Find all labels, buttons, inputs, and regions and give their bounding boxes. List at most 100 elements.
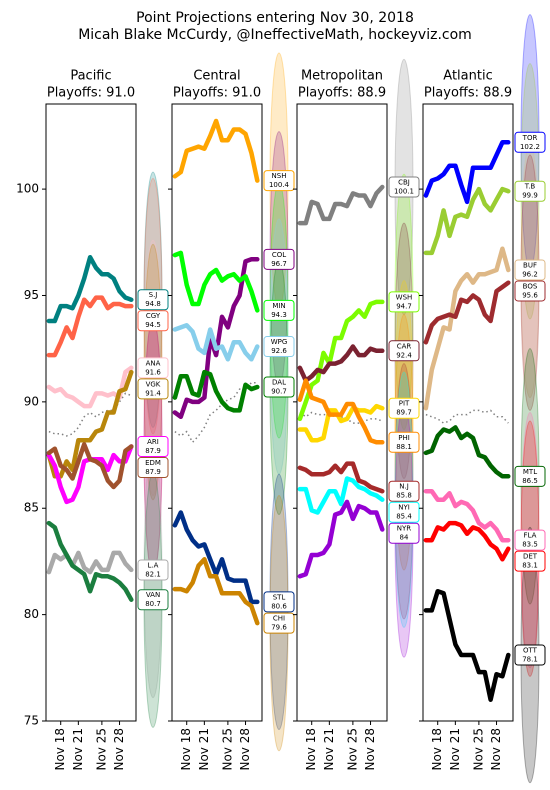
team-name: BUF — [523, 261, 537, 269]
team-name: BOS — [523, 282, 538, 290]
series-line — [297, 461, 385, 494]
series-line — [46, 369, 134, 479]
chart-title: Point Projections entering Nov 30, 2018 — [136, 10, 414, 26]
team-projection: 80.7 — [145, 600, 161, 608]
panel-title: Central — [193, 69, 240, 84]
team-projection: 83.5 — [522, 541, 538, 549]
team-name: DET — [523, 553, 538, 561]
x-tick-label: Nov 28 — [489, 728, 503, 771]
team-label-box — [388, 501, 420, 523]
team-label-box — [388, 480, 420, 502]
plot-frame — [45, 103, 137, 722]
team-label-box — [263, 591, 295, 613]
team-projection: 92.6 — [271, 347, 287, 355]
series-line — [423, 246, 511, 411]
series-line — [297, 403, 385, 443]
team-name: WSH — [396, 293, 413, 301]
team-name: CHI — [273, 615, 285, 623]
team-name: PIT — [399, 400, 410, 408]
team-name: N.J — [399, 483, 409, 491]
series-line — [46, 550, 134, 575]
team-label-box — [514, 259, 546, 281]
series-line — [172, 250, 260, 313]
team-projection: 88.1 — [396, 443, 412, 451]
team-projection: 92.4 — [396, 351, 412, 359]
team-label-box — [514, 550, 546, 572]
series-line — [46, 442, 134, 490]
y-tick-label: 95 — [24, 288, 39, 302]
team-projection: 100.4 — [269, 181, 290, 189]
series-line — [46, 520, 134, 602]
panel-subtitle: Playoffs: 88.9 — [298, 86, 386, 101]
team-name: T.B — [524, 183, 536, 191]
x-tick-label: Nov 21 — [322, 728, 336, 771]
team-label-box — [137, 289, 169, 311]
team-projection: 91.4 — [145, 389, 161, 397]
team-projection: 102.2 — [520, 143, 540, 151]
team-name: OTT — [523, 647, 538, 655]
team-label-box — [514, 465, 546, 487]
team-name: VGK — [146, 380, 161, 388]
y-tick-label: 90 — [24, 394, 39, 408]
team-label-box — [137, 457, 169, 479]
series-line — [297, 184, 385, 226]
team-name: PHI — [398, 434, 410, 442]
team-projection: 82.1 — [145, 570, 161, 578]
y-tick-label: 85 — [24, 501, 39, 515]
team-label-box — [263, 376, 295, 398]
series-line — [423, 280, 511, 345]
panel-subtitle: Playoffs: 91.0 — [173, 86, 261, 101]
series-line — [172, 118, 260, 183]
series-line — [172, 257, 260, 420]
series-line — [172, 323, 260, 362]
series-line — [172, 557, 260, 626]
series-line — [297, 344, 385, 383]
team-name: VAN — [146, 591, 160, 599]
panel-subtitle: Playoffs: 91.0 — [47, 86, 135, 101]
team-projection: 100.1 — [394, 187, 414, 195]
team-label-box — [137, 310, 169, 332]
team-name: ANA — [146, 359, 161, 367]
series-line — [297, 299, 385, 422]
x-tick-label: Nov 21 — [197, 728, 211, 771]
x-tick-label: Nov 25 — [94, 728, 108, 771]
team-projection: 87.9 — [145, 447, 161, 455]
plot-frame — [422, 103, 514, 722]
chart-subtitle: Micah Blake McCurdy, @IneffectiveMath, h… — [78, 27, 472, 43]
x-tick-label: Nov 28 — [238, 728, 252, 771]
playoff-line — [425, 409, 509, 424]
team-label-box — [263, 612, 295, 634]
x-tick-label: Nov 18 — [53, 728, 67, 771]
team-label: S.J94.8 — [137, 289, 169, 311]
series-line — [423, 186, 511, 256]
team-name: ARI — [147, 438, 159, 446]
series-line — [46, 254, 134, 324]
team-label: N.J85.8 — [388, 480, 420, 502]
team-projection: 78.1 — [522, 656, 538, 664]
team-label-box — [514, 644, 546, 666]
team-projection: 86.5 — [522, 477, 538, 485]
team-label-box — [263, 170, 295, 192]
team-label-box — [263, 248, 295, 270]
team-projection: 90.7 — [271, 387, 287, 395]
team-label-box — [388, 522, 420, 544]
team-projection: 94.7 — [396, 302, 412, 310]
x-tick-label: Nov 25 — [471, 728, 485, 771]
team-label-box — [514, 280, 546, 302]
team-label-box — [137, 378, 169, 400]
x-tick-label: Nov 28 — [363, 728, 377, 771]
team-label-box — [263, 336, 295, 358]
